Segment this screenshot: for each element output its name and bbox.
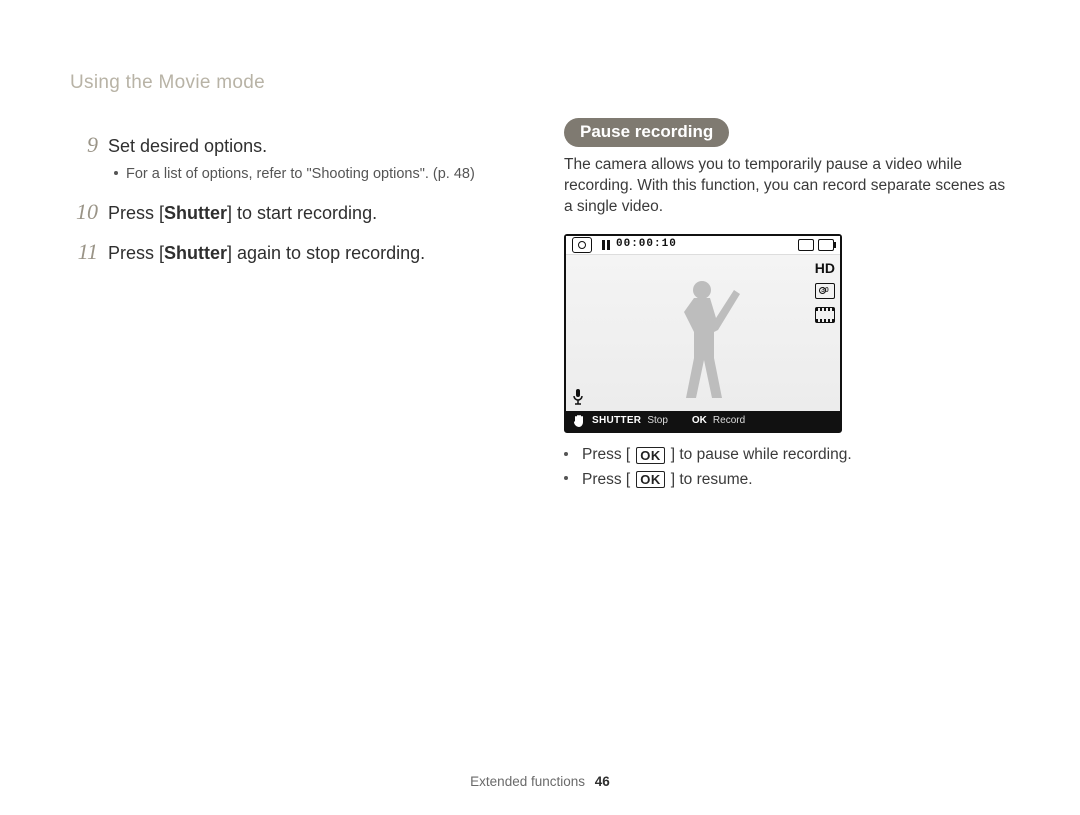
pause-bullets: Press [ OK ] to pause while recording. P…	[564, 443, 1010, 493]
ok-label: OK	[692, 416, 707, 426]
film-icon	[815, 307, 835, 323]
step-9-note: For a list of options, refer to "Shootin…	[114, 164, 516, 184]
pause-paragraph: The camera allows you to temporarily pau…	[564, 155, 1010, 218]
left-column: 9 Set desired options. For a list of opt…	[70, 118, 516, 492]
text: Press [	[582, 443, 630, 468]
step-11: 11 Press [Shutter] again to stop recordi…	[70, 239, 516, 265]
step-text: Set desired options.	[108, 132, 267, 158]
shutter-label: SHUTTER	[592, 416, 641, 426]
shutter-label: Shutter	[164, 243, 227, 263]
section-title: Using the Movie mode	[70, 72, 1010, 94]
page-footer: Extended functions 46	[0, 774, 1080, 789]
right-column: Pause recording The camera allows you to…	[564, 118, 1010, 492]
step-text: Press [Shutter] again to stop recording.	[108, 239, 425, 265]
ok-button-icon: OK	[636, 471, 665, 488]
bullet-icon	[564, 452, 568, 456]
step-10: 10 Press [Shutter] to start recording.	[70, 199, 516, 225]
pause-icon	[602, 240, 610, 250]
two-column-layout: 9 Set desired options. For a list of opt…	[70, 118, 1010, 492]
fps-icon: 30	[815, 283, 835, 299]
mic-icon	[572, 389, 584, 405]
lcd-top-bar: 00:00:10	[566, 236, 840, 255]
text: ] to pause while recording.	[671, 443, 852, 468]
text: Press [	[582, 468, 630, 493]
card-icon	[798, 239, 814, 251]
text: ] to resume.	[671, 468, 753, 493]
text: ] to start recording.	[227, 203, 377, 223]
hand-icon	[572, 414, 586, 428]
lcd-bottom-bar: SHUTTER Stop OK Record	[566, 411, 840, 431]
step-number: 11	[70, 239, 98, 263]
bullet-row: Press [ OK ] to pause while recording.	[564, 443, 1010, 468]
step-9: 9 Set desired options.	[70, 132, 516, 158]
bullet-row: Press [ OK ] to resume.	[564, 468, 1010, 493]
hd-icon: HD	[815, 261, 835, 275]
text: ] again to stop recording.	[227, 243, 425, 263]
step-number: 9	[70, 132, 98, 156]
note-text: For a list of options, refer to "Shootin…	[126, 166, 475, 182]
timecode: 00:00:10	[616, 239, 677, 250]
lcd-top-right	[798, 239, 834, 251]
bullet-icon	[564, 476, 568, 480]
text: Press [	[108, 243, 164, 263]
camera-lcd-illustration: 00:00:10 HD 30	[564, 234, 842, 433]
battery-icon	[818, 239, 834, 251]
bullet-icon	[114, 171, 118, 175]
page-number: 46	[595, 774, 610, 789]
step-text: Press [Shutter] to start recording.	[108, 199, 377, 225]
record-label: Record	[713, 416, 745, 426]
shutter-label: Shutter	[164, 203, 227, 223]
person-silhouette-icon	[664, 276, 742, 411]
lcd-side-icons: HD 30	[815, 261, 835, 323]
lcd-viewport: HD 30	[566, 255, 840, 411]
camera-icon	[572, 237, 592, 253]
manual-page: Using the Movie mode 9 Set desired optio…	[0, 0, 1080, 815]
stop-label: Stop	[647, 416, 668, 426]
ok-button-icon: OK	[636, 447, 665, 464]
pause-recording-heading: Pause recording	[564, 118, 729, 147]
step-number: 10	[70, 199, 98, 223]
footer-label: Extended functions	[470, 774, 585, 789]
text: Press [	[108, 203, 164, 223]
